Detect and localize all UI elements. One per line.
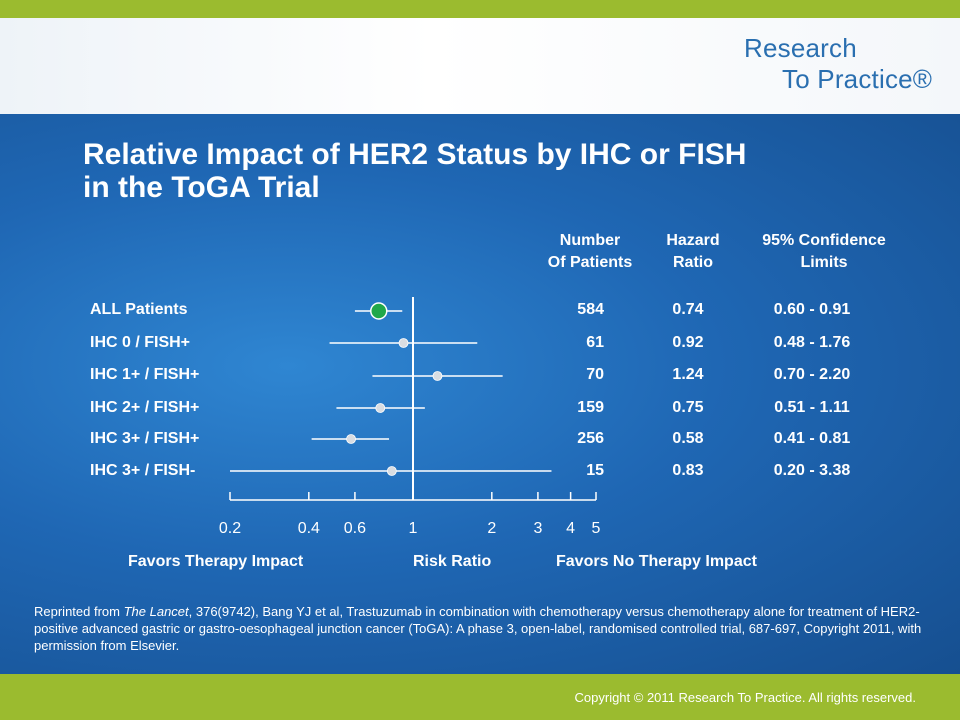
row-label: ALL Patients bbox=[90, 301, 188, 318]
row-hazard-ratio: 0.74 bbox=[672, 301, 704, 318]
column-header-ci-line1: 95% Confidence bbox=[762, 232, 886, 249]
citation-body: , 376(9742), Bang YJ et al, Trastuzumab … bbox=[34, 604, 922, 653]
hazard-ratio-marker bbox=[398, 338, 409, 348]
row-label: IHC 3+ / FISH- bbox=[90, 462, 196, 479]
column-header-number-line1: Number bbox=[559, 232, 621, 249]
forest-plot: 0.2 0.4 0.6 1 2 3 4 5 bbox=[219, 297, 601, 537]
copyright-text: Copyright © 2011 Research To Practice. A… bbox=[574, 690, 916, 705]
row-label: IHC 3+ / FISH+ bbox=[90, 430, 200, 447]
favors-no-therapy-label: Favors No Therapy Impact bbox=[556, 553, 757, 570]
citation-journal: The Lancet bbox=[123, 604, 189, 619]
column-header-ci: 95% Confidence Limits bbox=[744, 230, 904, 274]
row-patient-count: 584 bbox=[577, 301, 604, 318]
x-tick-label: 4 bbox=[566, 520, 575, 537]
row-hazard-ratio: 0.58 bbox=[672, 430, 704, 447]
x-tick-label: 0.6 bbox=[344, 520, 366, 537]
logo-text-line2: To Practice® bbox=[782, 64, 933, 94]
x-tick-label: 0.2 bbox=[219, 520, 241, 537]
title-line2: in the ToGA Trial bbox=[83, 171, 320, 204]
hazard-ratio-marker bbox=[375, 403, 386, 413]
x-axis-label: Risk Ratio bbox=[413, 553, 492, 570]
logo-text-line1: Research bbox=[744, 33, 857, 63]
footer: Copyright © 2011 Research To Practice. A… bbox=[0, 674, 960, 720]
row-confidence-limits: 0.60 - 0.91 bbox=[773, 301, 851, 318]
row-confidence-limits: 0.48 - 1.76 bbox=[773, 334, 851, 351]
x-tick-label: 5 bbox=[592, 520, 601, 537]
row-confidence-limits: 0.51 - 1.11 bbox=[774, 399, 850, 416]
column-header-number-line2: Of Patients bbox=[547, 254, 633, 271]
row-label: IHC 0 / FISH+ bbox=[90, 334, 191, 351]
citation: Reprinted from The Lancet, 376(9742), Ba… bbox=[34, 603, 934, 654]
hazard-ratio-marker bbox=[386, 466, 397, 476]
hazard-ratio-marker bbox=[370, 302, 388, 320]
row-patient-count: 70 bbox=[586, 366, 604, 383]
row-label: IHC 1+ / FISH+ bbox=[90, 366, 200, 383]
slide-body: Relative Impact of HER2 Status by IHC or… bbox=[0, 114, 960, 674]
row-confidence-limits: 0.41 - 0.81 bbox=[773, 430, 851, 447]
row-patient-count: 256 bbox=[577, 430, 604, 447]
row-confidence-limits: 0.70 - 2.20 bbox=[773, 366, 851, 383]
row-patient-count: 61 bbox=[586, 334, 604, 351]
row-hazard-ratio: 0.75 bbox=[672, 399, 704, 416]
x-tick-label: 3 bbox=[533, 520, 542, 537]
hazard-ratio-marker bbox=[346, 434, 356, 444]
column-header-hazard-line1: Hazard bbox=[666, 232, 720, 249]
row-patient-count: 159 bbox=[577, 399, 604, 416]
row-label: IHC 2+ / FISH+ bbox=[90, 399, 200, 416]
x-tick-label: 0.4 bbox=[298, 520, 320, 537]
slide-title: Relative Impact of HER2 Status by IHC or… bbox=[83, 138, 903, 204]
header: Research To Practice® bbox=[0, 18, 960, 114]
citation-prefix: Reprinted from bbox=[34, 604, 124, 619]
x-tick-label: 2 bbox=[487, 520, 496, 537]
row-hazard-ratio: 0.83 bbox=[672, 462, 704, 479]
column-header-hazard: Hazard Ratio bbox=[648, 230, 738, 274]
x-tick-label: 1 bbox=[409, 520, 418, 537]
row-hazard-ratio: 0.92 bbox=[672, 334, 704, 351]
column-header-ci-line2: Limits bbox=[800, 254, 848, 271]
column-header-number: Number Of Patients bbox=[522, 230, 658, 274]
hazard-ratio-marker bbox=[432, 371, 443, 381]
favors-therapy-label: Favors Therapy Impact bbox=[128, 553, 304, 570]
title-line1: Relative Impact of HER2 Status by IHC or… bbox=[83, 138, 747, 171]
column-header-hazard-line2: Ratio bbox=[673, 254, 713, 271]
row-patient-count: 15 bbox=[586, 462, 604, 479]
row-confidence-limits: 0.20 - 3.38 bbox=[773, 462, 851, 479]
top-band bbox=[0, 0, 960, 18]
row-hazard-ratio: 1.24 bbox=[672, 366, 704, 383]
